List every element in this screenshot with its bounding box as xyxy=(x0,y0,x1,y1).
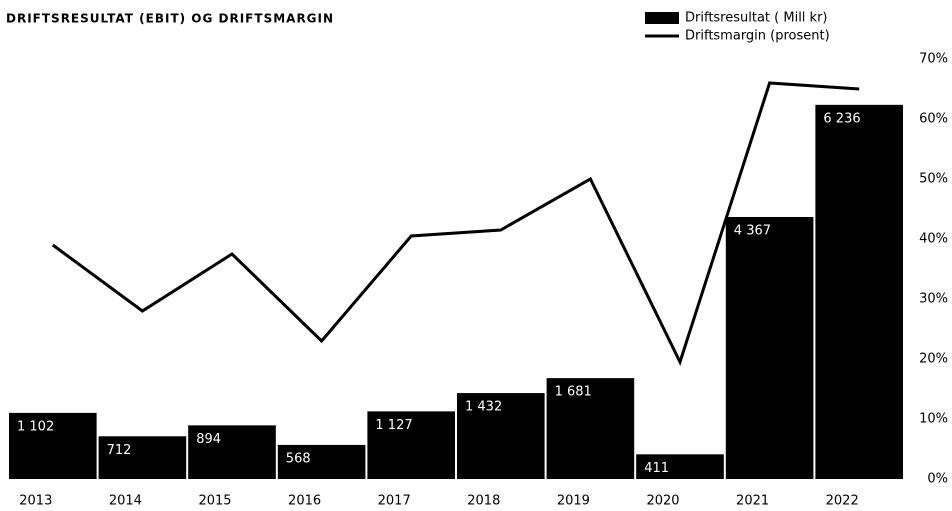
bar xyxy=(546,378,635,479)
x-tick-label: 2016 xyxy=(288,494,321,509)
legend-label: Driftsmargin (prosent) xyxy=(685,29,830,44)
bar xyxy=(188,425,276,479)
line xyxy=(51,81,860,367)
bar xyxy=(277,444,366,479)
data-label: 712 xyxy=(107,443,132,458)
y2-tick-label: 20% xyxy=(919,352,948,367)
bar xyxy=(9,412,97,479)
data-label: 568 xyxy=(286,451,311,466)
data-label: 6 236 xyxy=(823,111,860,126)
bar xyxy=(636,454,724,479)
y2-tick-label: 70% xyxy=(919,52,948,67)
x-tick-label: 2021 xyxy=(736,494,769,509)
x-tick-label: 2014 xyxy=(109,494,142,509)
x-tick-label: 2018 xyxy=(467,494,500,509)
x-tick-label: 2015 xyxy=(198,494,231,509)
y2-tick-label: 60% xyxy=(919,112,948,127)
x-tick-label: 2022 xyxy=(826,494,859,509)
bar xyxy=(725,216,814,480)
y2-tick-label: 10% xyxy=(919,412,948,427)
data-label: 1 102 xyxy=(17,419,54,434)
x-tick-label: 2020 xyxy=(646,494,679,509)
legend-label: Driftsresultat ( Mill kr) xyxy=(685,11,828,26)
y2-tick-label: 30% xyxy=(919,292,948,307)
data-label: 1 127 xyxy=(375,418,412,433)
y2-tick-label: 50% xyxy=(919,172,948,187)
bar xyxy=(98,436,187,479)
data-label: 4 367 xyxy=(734,223,771,238)
bar xyxy=(457,393,545,479)
bar xyxy=(367,411,455,479)
y2-tick-label: 40% xyxy=(919,232,948,247)
bar xyxy=(815,104,903,479)
x-tick-label: 2013 xyxy=(19,494,52,509)
data-label: 894 xyxy=(196,432,221,447)
x-tick-label: 2017 xyxy=(378,494,411,509)
data-label: 1 681 xyxy=(555,385,592,400)
chart-title: DRIFTSRESULTAT (EBIT) OG DRIFTSMARGIN xyxy=(6,12,334,26)
data-label: 411 xyxy=(644,461,669,476)
x-tick-label: 2019 xyxy=(557,494,590,509)
data-label: 1 432 xyxy=(465,400,502,415)
legend-swatch xyxy=(645,12,679,24)
y2-tick-label: 0% xyxy=(927,472,948,487)
